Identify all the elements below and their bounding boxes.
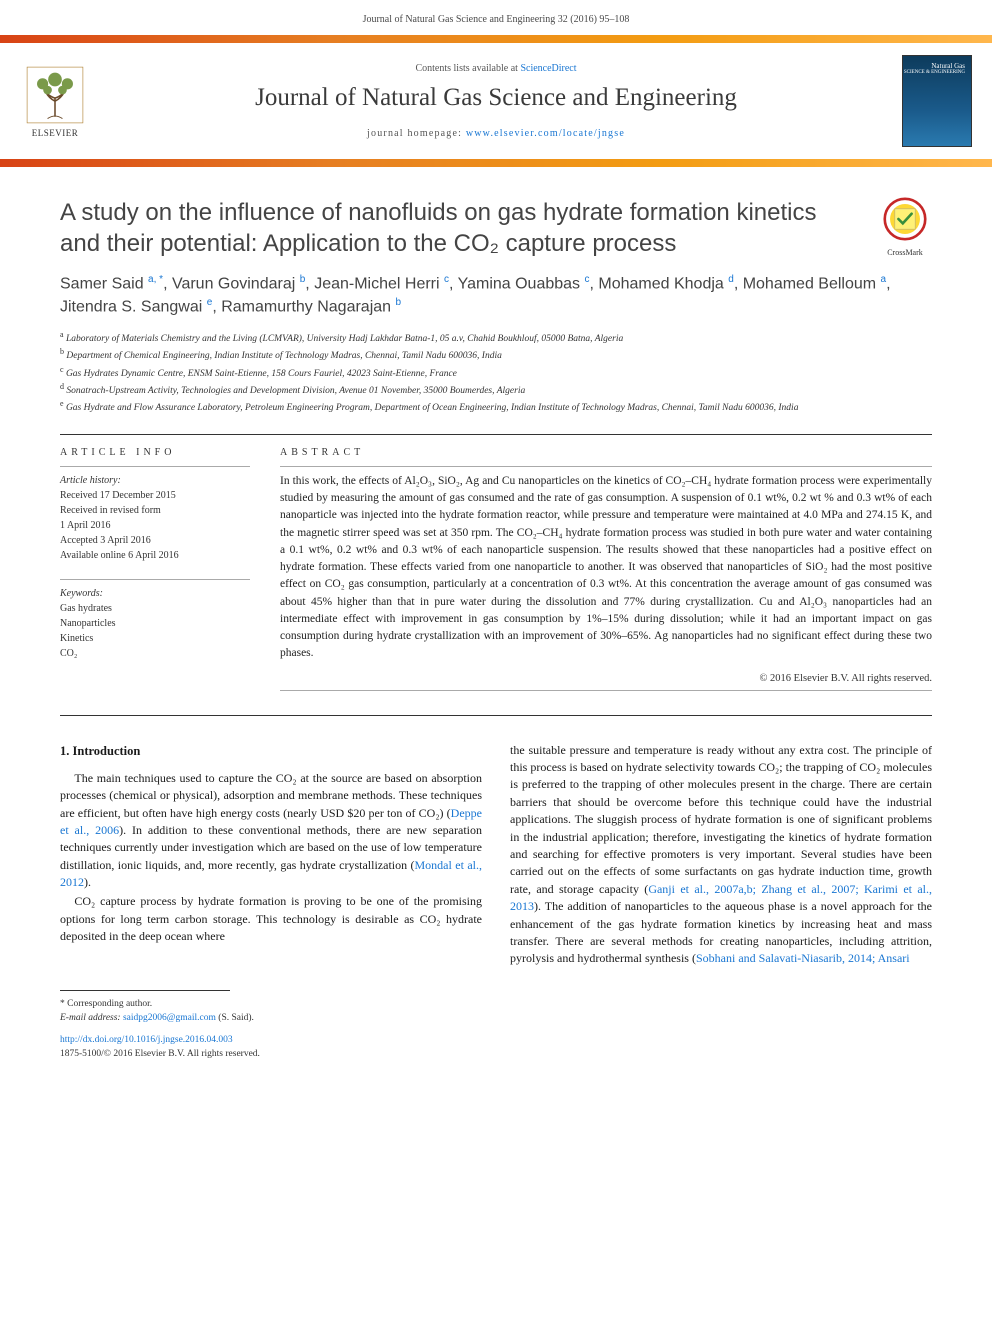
- journal-title: Journal of Natural Gas Science and Engin…: [104, 84, 888, 112]
- citation-link[interactable]: Sobhani and Salavati-Niasarib, 2014; Ans…: [696, 951, 910, 965]
- footer-block: * Corresponding author. E-mail address: …: [60, 990, 932, 1062]
- abstract-divider-bottom: [280, 690, 932, 691]
- contents-prefix: Contents lists available at: [415, 63, 520, 74]
- keywords-label: Keywords:: [60, 586, 250, 601]
- footer-divider: [60, 990, 230, 991]
- article-history: Article history: Received 17 December 20…: [60, 473, 250, 563]
- article-info-label: ARTICLE INFO: [60, 447, 250, 458]
- article-title: A study on the influence of nanofluids o…: [60, 197, 858, 259]
- elsevier-tree-icon: [24, 64, 86, 126]
- divider-bottom: [60, 715, 932, 716]
- info-divider: [60, 466, 250, 467]
- abstract-label: ABSTRACT: [280, 447, 932, 458]
- abstract-copyright: © 2016 Elsevier B.V. All rights reserved…: [280, 673, 932, 684]
- issn-copyright: 1875-5100/© 2016 Elsevier B.V. All right…: [60, 1047, 932, 1061]
- contents-line: Contents lists available at ScienceDirec…: [104, 63, 888, 74]
- authors-list: Samer Said a, *, Varun Govindaraj b, Jea…: [60, 273, 932, 318]
- keywords-block: Keywords: Gas hydratesNanoparticlesKinet…: [60, 586, 250, 661]
- banner-center: Contents lists available at ScienceDirec…: [104, 63, 888, 139]
- journal-cover-thumb: Natural Gas SCIENCE & ENGINEERING: [902, 55, 972, 147]
- homepage-link[interactable]: www.elsevier.com/locate/jngse: [466, 128, 625, 139]
- journal-banner: ELSEVIER Contents lists available at Sci…: [0, 43, 992, 159]
- article-info-column: ARTICLE INFO Article history: Received 1…: [60, 447, 250, 697]
- corresponding-author: * Corresponding author.: [60, 997, 932, 1011]
- body-paragraph: the suitable pressure and temperature is…: [510, 742, 932, 968]
- abstract-text: In this work, the effects of Al₂O₃, SiO₂…: [280, 473, 932, 663]
- homepage-prefix: journal homepage:: [367, 128, 466, 139]
- doi-link[interactable]: http://dx.doi.org/10.1016/j.jngse.2016.0…: [60, 1035, 233, 1045]
- crossmark-icon: [883, 197, 927, 241]
- email-line: E-mail address: saidpg2006@gmail.com (S.…: [60, 1011, 932, 1025]
- cover-thumb-text: Natural Gas SCIENCE & ENGINEERING: [904, 62, 965, 76]
- crossmark-label: CrossMark: [878, 248, 932, 257]
- affiliations: a Laboratory of Materials Chemistry and …: [60, 329, 932, 416]
- body-paragraph: The main techniques used to capture the …: [60, 770, 482, 892]
- body-paragraph: CO₂ capture process by hydrate formation…: [60, 893, 482, 945]
- elsevier-label: ELSEVIER: [32, 128, 79, 138]
- abstract-column: ABSTRACT In this work, the effects of Al…: [280, 447, 932, 697]
- sciencedirect-link[interactable]: ScienceDirect: [520, 63, 576, 74]
- section-heading-intro: 1. Introduction: [60, 742, 482, 760]
- gradient-bar-top: [0, 35, 992, 43]
- abstract-divider: [280, 466, 932, 467]
- crossmark-badge[interactable]: CrossMark: [878, 197, 932, 257]
- info-divider-2: [60, 579, 250, 580]
- author-email-link[interactable]: saidpg2006@gmail.com: [123, 1013, 216, 1023]
- elsevier-logo: ELSEVIER: [20, 61, 90, 141]
- homepage-line: journal homepage: www.elsevier.com/locat…: [104, 128, 888, 139]
- gradient-bar-bottom: [0, 159, 992, 167]
- history-label: Article history:: [60, 473, 250, 488]
- body-columns: 1. Introduction The main techniques used…: [60, 742, 932, 968]
- divider-top: [60, 434, 932, 435]
- header-citation: Journal of Natural Gas Science and Engin…: [0, 0, 992, 35]
